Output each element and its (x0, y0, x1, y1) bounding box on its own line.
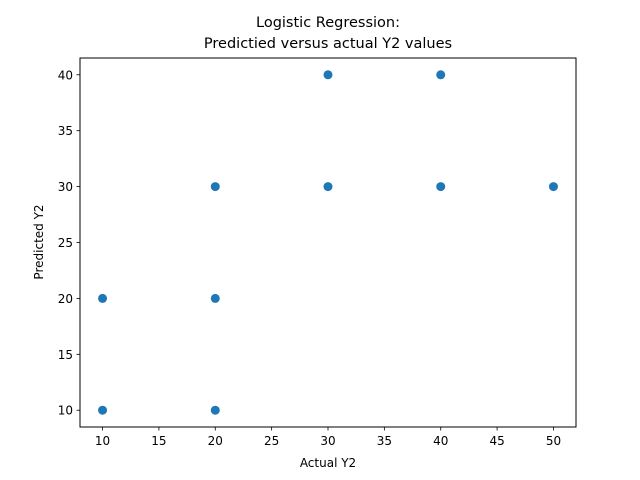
chart-title-line-2: Predictied versus actual Y2 values (204, 36, 452, 52)
data-point (548, 182, 558, 192)
x-tick-label: 30 (320, 434, 335, 448)
data-point (210, 293, 220, 303)
x-tick-label: 25 (264, 434, 279, 448)
x-tick-label: 10 (95, 434, 110, 448)
x-axis-label: Actual Y2 (300, 456, 356, 470)
data-point (436, 70, 446, 80)
x-tick-label: 35 (377, 434, 392, 448)
y-axis-ticks: 10 15 20 25 30 35 40 (58, 68, 80, 418)
y-tick-label: 25 (58, 236, 73, 250)
y-tick-label: 35 (58, 124, 73, 138)
x-tick-label: 45 (489, 434, 504, 448)
data-point (323, 182, 333, 192)
y-axis-label: Predicted Y2 (32, 204, 46, 279)
x-tick-label: 50 (546, 434, 561, 448)
data-point (323, 70, 333, 80)
plot-frame (79, 57, 577, 428)
x-tick-label: 15 (151, 434, 166, 448)
data-point (210, 182, 220, 192)
y-tick-label: 20 (58, 292, 73, 306)
y-tick-label: 30 (58, 180, 73, 194)
x-axis-ticks: 10 15 20 25 30 35 40 45 50 (95, 427, 561, 448)
data-point (436, 182, 446, 192)
data-point (98, 405, 108, 415)
x-tick-label: 40 (433, 434, 448, 448)
y-tick-label: 40 (58, 68, 73, 82)
chart-title-line-1: Logistic Regression: (256, 15, 400, 31)
x-tick-label: 20 (208, 434, 223, 448)
y-tick-label: 15 (58, 348, 73, 362)
data-point (210, 405, 220, 415)
data-points (98, 70, 558, 415)
data-point (98, 293, 108, 303)
y-tick-label: 10 (58, 404, 73, 418)
